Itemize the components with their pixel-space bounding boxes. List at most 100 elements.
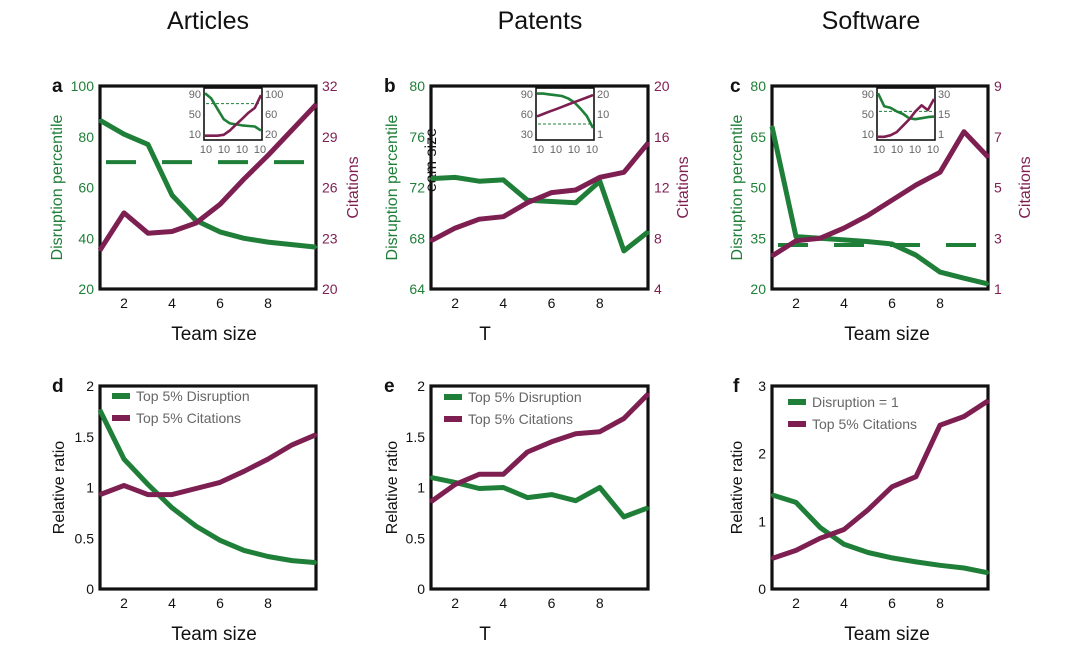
data-point — [526, 450, 529, 454]
y2-axis-label: Citations — [345, 156, 362, 218]
x-tick-label: 8 — [936, 295, 944, 311]
column-title-articles: Articles — [167, 7, 249, 35]
data-point — [890, 485, 894, 489]
series-0 — [429, 174, 650, 254]
y-tick-label: 0.5 — [75, 530, 95, 546]
y-tick-label: 35 — [750, 230, 766, 246]
panel-f: f 0 1 2 3 2 4 6 8 Team size Relative ratio Disrupti… — [729, 376, 990, 645]
y2-tick-label: 8 — [654, 230, 662, 246]
x-tick-label: 6 — [888, 595, 896, 611]
series-line — [98, 118, 317, 250]
data-point — [574, 201, 577, 204]
y-tick-label: 80 — [409, 78, 425, 94]
y-axis-label: Disruption percentile — [729, 114, 746, 260]
inset-y2-tick-label: 1 — [938, 129, 944, 141]
data-point — [266, 555, 270, 558]
data-point — [914, 183, 918, 187]
x-axis-label: Team size — [844, 324, 930, 345]
data-point — [242, 549, 246, 552]
data-point — [770, 254, 774, 258]
series-0 — [429, 474, 650, 520]
y2-tick-label: 7 — [994, 129, 1002, 145]
inset-chart: 30 60 90 1 10 20 10 10 10 10 — [521, 87, 609, 156]
x-tick-label: 8 — [596, 295, 604, 311]
data-point — [478, 487, 481, 490]
data-point — [962, 415, 966, 418]
x-tick-label: 2 — [451, 595, 459, 611]
y-tick-label: 20 — [78, 281, 94, 297]
inset-series-line — [204, 92, 262, 132]
data-point — [170, 493, 174, 496]
inset-frame — [876, 87, 936, 141]
data-point — [98, 119, 102, 122]
y-axis-label: Disruption percentile — [384, 114, 401, 260]
x-tick-label: 6 — [548, 595, 556, 611]
data-point — [818, 526, 822, 529]
y2-tick-label: 12 — [654, 180, 670, 196]
data-point — [502, 486, 505, 489]
inset-x-tick-label: 10 — [586, 144, 598, 156]
data-point — [502, 215, 505, 218]
y-tick-label: 20 — [750, 281, 766, 297]
data-point — [314, 245, 318, 249]
legend-label: Top 5% Citations — [136, 410, 241, 426]
y-tick-label: 80 — [750, 78, 766, 94]
x-tick-label: 4 — [168, 595, 176, 611]
data-point — [646, 392, 650, 396]
y2-tick-label: 20 — [654, 78, 670, 94]
x-tick-label: 4 — [499, 595, 507, 611]
data-point — [794, 501, 798, 504]
x-tick-label: 2 — [120, 295, 128, 311]
legend-label: Top 5% Disruption — [468, 389, 582, 405]
data-point — [770, 557, 774, 560]
inset-y2-tick-label: 20 — [265, 129, 277, 141]
plot-frame — [429, 84, 650, 291]
y2-tick-label: 26 — [322, 180, 338, 196]
data-point — [194, 524, 198, 528]
data-point — [266, 154, 270, 157]
data-point — [598, 430, 601, 433]
inset-x-tick-label: 10 — [891, 144, 903, 156]
plot-frame — [429, 384, 650, 591]
y-tick-label: 72 — [409, 180, 425, 196]
inset-y2-tick-label: 20 — [597, 89, 609, 101]
panel-a: a 20 40 60 80 100 20 23 26 29 32 2 4 6 8 Team size Disru… — [49, 76, 362, 345]
data-point — [622, 417, 626, 420]
series-1 — [97, 102, 318, 252]
data-point — [598, 176, 601, 179]
data-point — [598, 179, 601, 183]
inset-y-tick-label: 90 — [521, 89, 533, 101]
y2-tick-label: 9 — [994, 78, 1002, 94]
data-point — [770, 493, 774, 497]
series-1 — [98, 432, 318, 498]
data-point — [98, 409, 102, 412]
data-point — [242, 237, 246, 240]
data-point — [502, 178, 505, 182]
y-tick-label: 1.5 — [75, 429, 95, 445]
data-point — [550, 493, 553, 496]
inset-x-tick-label: 10 — [236, 144, 248, 156]
y-tick-label: 0.5 — [406, 530, 426, 546]
inset-y-tick-label: 10 — [189, 129, 201, 141]
series-1 — [429, 141, 650, 244]
data-point — [866, 240, 870, 243]
data-point — [866, 214, 870, 217]
data-point — [914, 560, 918, 564]
y-axis-label: Relative ratio — [384, 441, 401, 534]
data-point — [290, 559, 294, 562]
x-tick-label: 2 — [120, 595, 128, 611]
x-tick-label: 2 — [792, 295, 800, 311]
x-tick-label: 6 — [548, 295, 556, 311]
data-point — [429, 239, 433, 242]
data-point — [429, 177, 433, 180]
data-point — [794, 549, 798, 552]
data-point — [622, 249, 626, 253]
x-tick-label: 6 — [888, 295, 896, 311]
data-point — [962, 566, 966, 570]
x-tick-label: 2 — [451, 295, 459, 311]
data-point — [962, 276, 966, 280]
panel-letter: d — [52, 376, 64, 397]
inset-y2-tick-label: 10 — [597, 109, 609, 121]
